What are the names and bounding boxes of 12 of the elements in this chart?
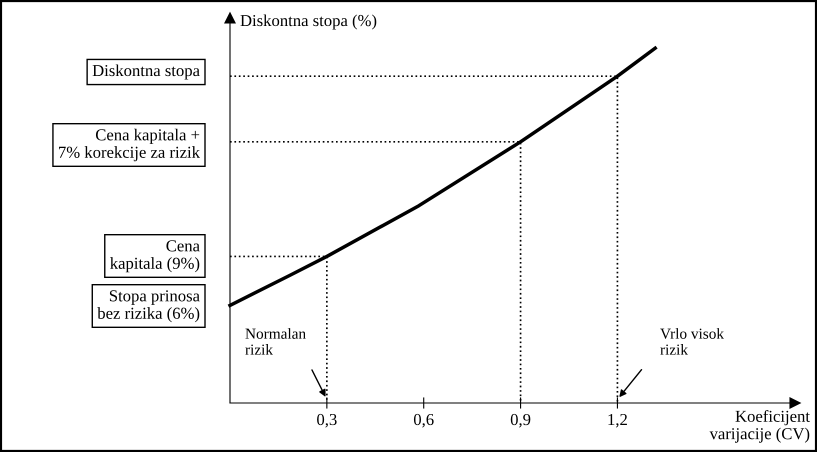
text: Cena kapitala (9%) — [110, 240, 200, 272]
x-tick-label: 1,2 — [608, 414, 627, 428]
annotation: Normalan rizik — [245, 328, 306, 355]
x-tick-label: 0,6 — [414, 414, 434, 428]
text: Stopa prinosa bez rizika (6%) — [97, 290, 200, 322]
x-axis-title: Koeficijent varijacije (CV) — [710, 410, 810, 443]
text: Diskontna stopa — [92, 64, 200, 80]
annotation: Vrlo visok rizik — [660, 328, 724, 355]
text: Cena kapitala + 7% korekcije za rizik — [59, 128, 200, 162]
x-tick-label: 0,9 — [510, 414, 530, 428]
y-axis-title: Diskontna stopa (%) — [240, 14, 376, 30]
x-tick-label: 0,3 — [317, 414, 337, 428]
